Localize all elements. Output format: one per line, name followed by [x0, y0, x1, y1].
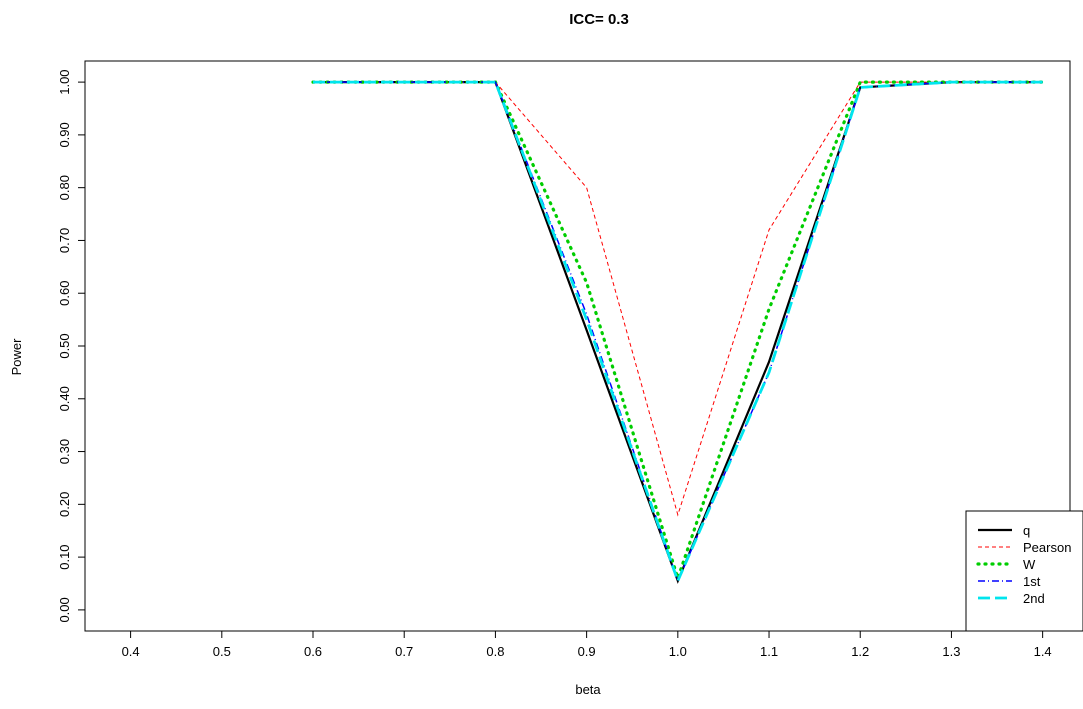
y-tick-label: 0.80	[57, 175, 72, 200]
x-tick-label: 1.3	[942, 644, 960, 659]
y-axis: 0.00 0.10 0.20 0.30 0.40 0.50 0.60 0.70 0.80 0.90…	[57, 69, 85, 623]
y-tick-label: 0.00	[57, 597, 72, 622]
y-tick-label: 0.20	[57, 492, 72, 517]
series-line-2nd	[313, 80, 1043, 585]
x-tick-label: 1.4	[1034, 644, 1052, 659]
x-tick-label: 0.7	[395, 644, 413, 659]
y-tick-label: 0.40	[57, 386, 72, 411]
x-tick-label: 1.2	[851, 644, 869, 659]
plot-frame	[84, 60, 1071, 632]
x-tick-label: 1.1	[760, 644, 778, 659]
y-tick-label: 0.60	[57, 281, 72, 306]
y-axis-title: Power	[9, 338, 24, 376]
x-tick-label: 0.5	[213, 644, 231, 659]
y-tick-label: 0.10	[57, 544, 72, 569]
legend-label-1st: 1st	[1023, 574, 1041, 589]
y-tick-label: 1.00	[57, 69, 72, 94]
y-tick-label: 0.90	[57, 122, 72, 147]
series-line-pearson	[313, 81, 1043, 517]
legend-label-w: W	[1023, 557, 1036, 572]
y-tick-label: 0.30	[57, 439, 72, 464]
x-tick-label: 0.6	[304, 644, 322, 659]
series-line-w	[311, 80, 1045, 584]
x-axis: 0.4 0.5 0.6 0.7 0.8 0.9 1.0 1.1 1.2 1.3 1.4	[122, 631, 1052, 659]
series-line-q	[313, 81, 1043, 584]
x-tick-label: 1.0	[669, 644, 687, 659]
chart-title: ICC= 0.3	[569, 11, 629, 28]
x-tick-label: 0.4	[122, 644, 140, 659]
y-tick-label: 0.50	[57, 333, 72, 358]
series-line-1st	[313, 81, 1043, 583]
legend-label-2nd: 2nd	[1023, 591, 1045, 606]
legend: q Pearson W 1st 2nd	[965, 510, 1083, 632]
x-tick-label: 0.8	[486, 644, 504, 659]
x-tick-label: 0.9	[578, 644, 596, 659]
x-axis-title: beta	[575, 682, 601, 697]
legend-label-pearson: Pearson	[1023, 540, 1071, 555]
series-layer	[311, 80, 1045, 585]
legend-label-q: q	[1023, 523, 1030, 538]
y-tick-label: 0.70	[57, 228, 72, 253]
